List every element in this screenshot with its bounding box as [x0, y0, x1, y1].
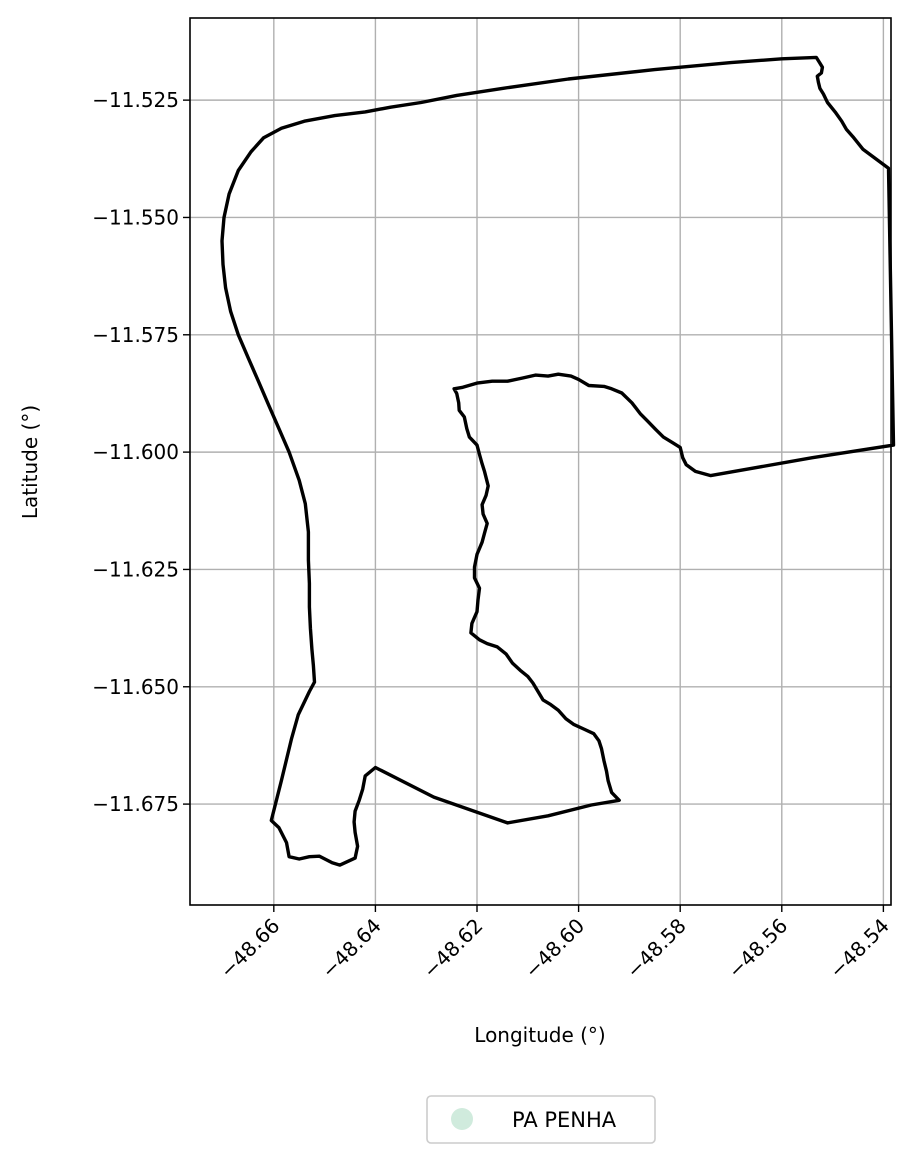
axes-frame [189, 17, 892, 906]
y-axis-label: Latitude (°) [18, 405, 42, 519]
legend-marker-pa-penha [451, 1108, 473, 1130]
y-tick-label: −11.675 [92, 792, 179, 816]
y-tick-label: −11.600 [92, 440, 179, 464]
legend-label-pa-penha: PA PENHA [512, 1108, 617, 1132]
legend-box [426, 1095, 656, 1144]
y-tick-label: −11.575 [92, 323, 179, 347]
y-tick-label: −11.550 [92, 205, 179, 229]
y-tick-label: −11.625 [92, 557, 179, 581]
plot-area [220, 55, 896, 867]
y-tick-label: −11.650 [92, 675, 179, 699]
y-tick-label: −11.525 [92, 88, 179, 112]
pa-penha-boundary [220, 55, 896, 867]
y-axis-ticks: −11.525 −11.550 −11.575 −11.600 −11.625 −11.6… [92, 88, 190, 816]
x-axis-label: Longitude (°) [474, 1023, 605, 1047]
legend: PA PENHA [426, 1095, 656, 1144]
